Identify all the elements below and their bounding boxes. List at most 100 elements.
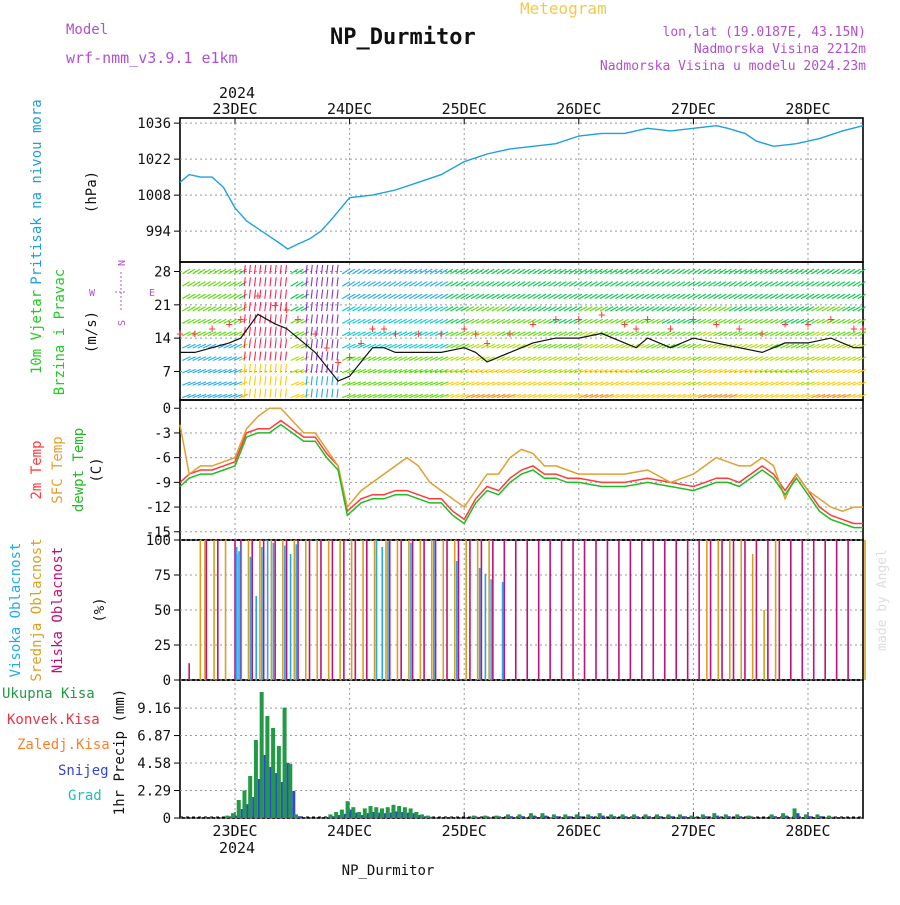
wind-barb [646, 306, 655, 312]
wind-barb [687, 368, 697, 374]
wind-barb [269, 289, 272, 299]
wind-barb [223, 381, 233, 386]
wind-barb [656, 293, 665, 300]
wind-barb [450, 356, 459, 362]
wind-barb [744, 393, 754, 399]
wind-barb [697, 368, 707, 374]
wind-barb [347, 343, 356, 349]
wind-barb [713, 381, 723, 386]
wind-barb [300, 306, 310, 312]
precip-total-bar [294, 814, 299, 818]
wind-barb [253, 376, 257, 386]
wind-label: 10m Vjetar [29, 290, 45, 374]
wind-gust-mark: + [632, 322, 639, 336]
wind-barb [527, 318, 537, 324]
wind-barb [408, 356, 418, 362]
wind-barb [573, 306, 583, 312]
wind-barb [754, 318, 763, 324]
temperature-ytick-label: -3 [154, 426, 171, 442]
wind-barb [718, 306, 727, 312]
wind-barb [610, 331, 619, 337]
wind-barb [429, 331, 439, 337]
precip-snow-bar [624, 816, 628, 818]
wind-barb [357, 381, 367, 386]
wind-barb [455, 331, 464, 337]
wind-barb [290, 268, 299, 275]
wind-barb [625, 356, 635, 362]
precip-snow-bar [355, 812, 359, 818]
wind-barb [666, 393, 676, 399]
wind-barb [831, 381, 841, 386]
wind-barb [543, 318, 552, 324]
wind-barb [187, 393, 197, 399]
wind-barb [315, 277, 319, 287]
wind-barb [800, 293, 810, 300]
wind-barb [671, 306, 681, 312]
wind-barb [527, 268, 536, 275]
wind-barb [398, 343, 408, 349]
wind-barb [491, 381, 501, 386]
tick-labels: 23DEC23DEC24DEC24DEC25DEC25DEC26DEC26DEC… [137, 100, 830, 840]
wind-barb [785, 393, 795, 399]
wind-barb [238, 381, 248, 386]
wind-barb [228, 318, 237, 324]
wind-barb [522, 368, 532, 374]
wind-barb [646, 331, 655, 337]
wind-barb [496, 306, 505, 312]
wind-barb [228, 293, 237, 300]
wind-barb [713, 368, 722, 374]
wind-barb [253, 277, 257, 287]
wind-barb [259, 289, 262, 299]
wind-barb [238, 356, 248, 362]
wind-barb [666, 281, 676, 287]
wind-barb [573, 281, 583, 287]
wind-barb [780, 306, 789, 312]
wind-barb [759, 343, 769, 349]
wind-barb [182, 306, 191, 312]
wind-barb [218, 293, 227, 300]
cloud-high-label: Visoka Oblacnost [8, 543, 24, 678]
precip-ytick-label: 6.87 [137, 729, 171, 745]
wind-barb [594, 268, 603, 275]
wind-barb [181, 268, 191, 275]
day-label-top: 28DEC [785, 100, 830, 118]
wind-barb [795, 293, 805, 300]
wind-barb [444, 268, 454, 275]
wind-gust-mark: + [472, 326, 479, 340]
precip-total-bar [643, 814, 648, 818]
wind-barb [697, 293, 707, 300]
wind-barb [331, 388, 334, 398]
wind-gust-mark: + [237, 312, 244, 326]
wind-barb [640, 318, 650, 324]
year-bottom: 2024 [219, 839, 255, 857]
dewpt-label: dewpt Temp [71, 428, 87, 512]
wind-barb [625, 268, 634, 275]
wind-barb [315, 351, 319, 361]
pressure-label: Pritisak na nivou mora [29, 99, 45, 284]
wind-barb [269, 351, 272, 361]
wind-barb [630, 356, 640, 362]
wind-barb [264, 277, 267, 287]
wind-barb [728, 368, 738, 374]
wind-barb [243, 339, 246, 349]
wind-barb [847, 393, 857, 399]
wind-barb [450, 293, 459, 300]
wind-barb [615, 331, 624, 337]
wind-barb [248, 351, 251, 361]
wind-barb [759, 281, 768, 287]
wind-barb [445, 393, 454, 399]
wind-barb [589, 356, 599, 362]
wind-barb [470, 318, 480, 324]
wind-barb [857, 268, 866, 275]
precip-total-bar [420, 814, 425, 818]
wind-barb [295, 306, 304, 312]
wind-barb [388, 268, 397, 275]
wind-barb [248, 314, 251, 324]
wind-barb [563, 356, 573, 362]
wind-barb [491, 306, 500, 312]
wind-barb [677, 281, 686, 287]
wind-barb [305, 326, 308, 336]
wind-barb [347, 318, 356, 324]
wind-barb [826, 356, 836, 362]
wind-barb [212, 318, 222, 324]
